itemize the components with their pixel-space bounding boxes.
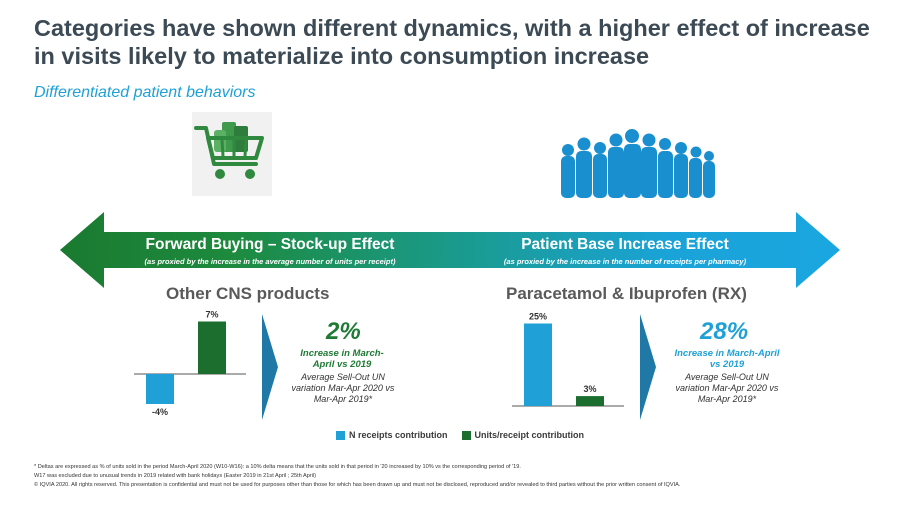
patient-base-sub: (as proxied by the increase in the numbe…	[503, 257, 747, 266]
bar-label-units: 3%	[583, 384, 596, 394]
footnote-line-1: * Deltas are expressed as % of units sol…	[34, 464, 521, 470]
bar-receipts	[524, 323, 552, 406]
right-avg-text: Average Sell-Out UN variation Mar-Apr 20…	[675, 372, 779, 404]
patient-base-title: Patient Base Increase Effect	[521, 236, 729, 253]
left-increase-text: Increase in March-April vs 2019	[300, 348, 384, 370]
bar-receipts	[146, 374, 174, 404]
footnote-line-2: W17 was excluded due to unusual trends i…	[34, 473, 317, 479]
right-bar-chart: 25% 3%	[512, 312, 624, 407]
shopping-cart-icon	[192, 112, 272, 196]
right-chevron	[640, 314, 656, 420]
legend-item-receipts: N receipts contribution	[336, 430, 448, 440]
bar-units	[576, 396, 604, 406]
footnote-copyright: © IQVIA 2020. All rights reserved. This …	[34, 482, 681, 488]
left-section-title: Other CNS products	[166, 284, 330, 303]
left-big-percentage: 2%	[326, 318, 361, 345]
page-title: Categories have shown different dynamics…	[34, 15, 870, 69]
right-section-title: Paracetamol & Ibuprofen (RX)	[506, 284, 747, 303]
page-subtitle: Differentiated patient behaviors	[34, 84, 256, 101]
legend-item-units: Units/receipt contribution	[461, 430, 585, 440]
legend-label-receipts: N receipts contribution	[349, 430, 448, 440]
left-avg-text: Average Sell-Out UN variation Mar-Apr 20…	[291, 372, 395, 404]
forward-buying-heading: Forward Buying – Stock-up Effect (as pro…	[110, 236, 430, 266]
chart-legend: N receipts contribution Units/receipt co…	[336, 430, 598, 440]
patient-base-heading: Patient Base Increase Effect (as proxied…	[470, 236, 780, 266]
bar-label-units: 7%	[205, 310, 218, 320]
forward-buying-title: Forward Buying – Stock-up Effect	[145, 236, 395, 253]
bar-label-receipts: -4%	[152, 407, 168, 417]
bar-units	[198, 321, 226, 374]
left-chevron	[262, 314, 278, 420]
forward-buying-sub: (as proxied by the increase in the avera…	[144, 257, 396, 266]
legend-swatch-green	[461, 430, 471, 440]
crowd-icon	[556, 126, 716, 198]
right-increase-text: Increase in March-April vs 2019	[674, 348, 780, 370]
legend-label-units: Units/receipt contribution	[474, 430, 585, 440]
left-bar-chart: -4% 7%	[134, 310, 246, 417]
bar-label-receipts: 25%	[529, 312, 547, 322]
right-big-percentage: 28%	[700, 318, 749, 345]
legend-swatch-blue	[336, 430, 345, 440]
double-arrow	[60, 210, 840, 290]
